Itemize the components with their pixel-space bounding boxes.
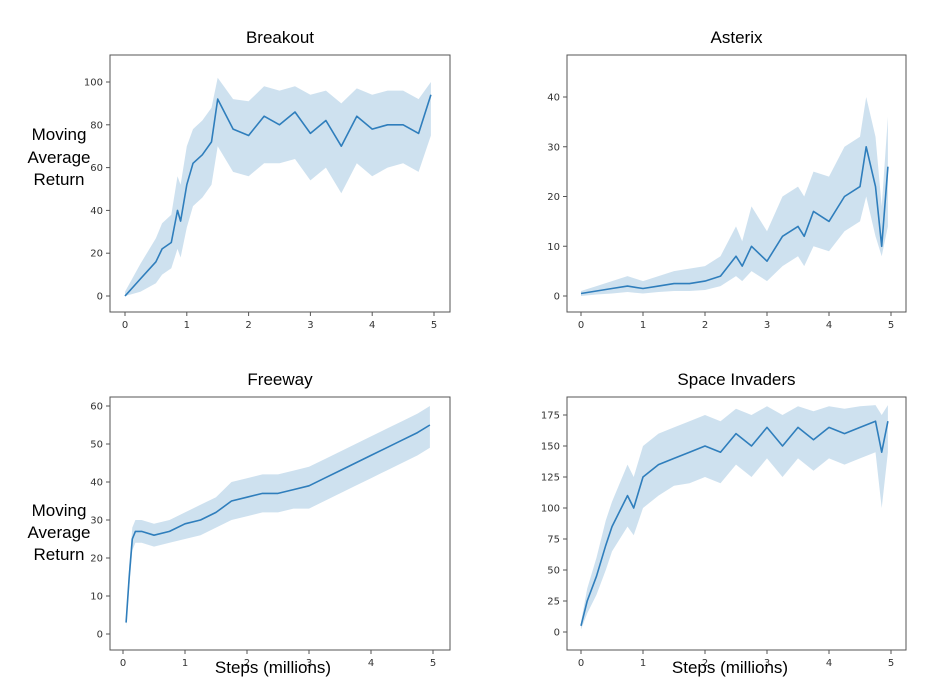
x-tick-label: 2: [702, 320, 708, 331]
y-tick-label: 100: [541, 504, 560, 515]
y-tick-label: 125: [541, 473, 560, 484]
x-tick-label: 2: [245, 320, 251, 331]
mean-return-line: [125, 424, 431, 623]
mean-return-line: [580, 146, 889, 295]
mean-return-line: [124, 94, 432, 297]
x-tick-label: 0: [578, 658, 584, 669]
y-axis-label-line: Return: [33, 545, 84, 564]
y-tick-label: 20: [547, 192, 560, 203]
y-axis-label: Moving Average Return: [27, 125, 90, 189]
panel-breakout: Breakout 0 1 2 3 4 5 0 20 40 60 80 100: [84, 28, 451, 331]
y-tick-label: 75: [547, 535, 560, 546]
y-axis-label-line: Return: [33, 170, 84, 189]
y-axis-label-line: Moving: [32, 125, 87, 144]
y-tick-label: 40: [90, 478, 103, 489]
x-tick-label: 3: [307, 320, 313, 331]
plot-frame: [566, 396, 907, 651]
x-tick-label: 3: [306, 658, 312, 669]
chart-title: Breakout: [246, 28, 314, 47]
y-tick-label: 50: [547, 566, 560, 577]
confidence-band: [581, 405, 888, 630]
plot-frame: [566, 54, 907, 313]
plot-frame: [109, 54, 451, 313]
y-tick-label: 60: [90, 163, 103, 174]
y-tick-label: 10: [547, 242, 560, 253]
x-tick-label: 1: [182, 658, 188, 669]
y-tick-label: 150: [541, 442, 560, 453]
x-tick-label: 1: [184, 320, 190, 331]
chart-title: Freeway: [247, 370, 313, 389]
y-tick-label: 30: [90, 516, 103, 527]
x-tick-label: 5: [888, 320, 894, 331]
x-tick-label: 4: [369, 320, 375, 331]
x-tick-label: 4: [826, 320, 832, 331]
x-tick-label: 4: [826, 658, 832, 669]
x-tick-label: 5: [431, 320, 437, 331]
x-tick-label: 4: [368, 658, 374, 669]
x-tick-label: 5: [888, 658, 894, 669]
x-tick-label: 5: [430, 658, 436, 669]
y-tick-label: 25: [547, 597, 560, 608]
y-tick-label: 80: [90, 120, 103, 131]
x-tick-label: 1: [640, 658, 646, 669]
chart-title: Space Invaders: [677, 370, 795, 389]
confidence-band: [125, 77, 431, 296]
mean-return-line: [580, 420, 889, 626]
y-tick-label: 175: [541, 411, 560, 422]
y-tick-label: 50: [90, 440, 103, 451]
y-tick-label: 40: [90, 206, 103, 217]
x-tick-label: 3: [764, 658, 770, 669]
y-tick-label: 40: [547, 93, 560, 104]
x-tick-label: 3: [764, 320, 770, 331]
confidence-band: [581, 97, 888, 296]
y-axis-label-line: Moving: [32, 501, 87, 520]
chart-title: Asterix: [711, 28, 763, 47]
plot-frame: [109, 396, 451, 651]
y-tick-label: 30: [547, 142, 560, 153]
y-axis-label: Moving Average Return: [27, 501, 90, 564]
y-tick-label: 20: [90, 554, 103, 565]
x-tick-label: 2: [702, 658, 708, 669]
y-tick-label: 10: [90, 592, 103, 603]
x-axis-label: Steps (millions): [672, 658, 788, 677]
x-tick-label: 0: [122, 320, 128, 331]
confidence-band: [126, 406, 430, 627]
y-axis-label-line: Average: [27, 148, 90, 167]
y-tick-label: 0: [97, 292, 103, 303]
x-tick-label: 0: [120, 658, 126, 669]
x-tick-label: 2: [244, 658, 250, 669]
y-axis-label-line: Average: [27, 523, 90, 542]
y-tick-label: 20: [90, 249, 103, 260]
y-tick-label: 100: [84, 78, 103, 89]
x-tick-label: 0: [578, 320, 584, 331]
x-tick-label: 1: [640, 320, 646, 331]
y-tick-label: 0: [554, 628, 560, 639]
y-tick-label: 60: [90, 402, 103, 413]
x-axis-label: Steps (millions): [215, 658, 331, 677]
y-tick-label: 0: [554, 292, 560, 303]
y-tick-label: 0: [97, 630, 103, 641]
panel-asterix: Asterix 0 1 2 3 4 5 0 10 20 30 40: [547, 28, 907, 331]
